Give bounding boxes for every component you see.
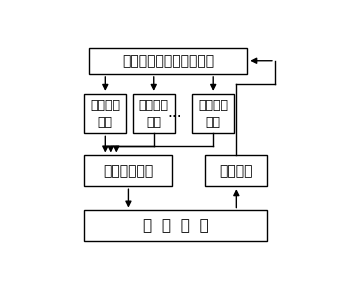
- Bar: [205, 156, 267, 186]
- Text: 升流单元: 升流单元: [219, 164, 253, 178]
- Bar: [89, 47, 247, 74]
- Bar: [84, 210, 267, 241]
- Bar: [84, 94, 126, 133]
- Text: 主  控  平  台: 主 控 平 台: [143, 219, 209, 233]
- Bar: [84, 156, 173, 186]
- Text: 温度感知
单元: 温度感知 单元: [198, 99, 228, 129]
- Bar: [133, 94, 175, 133]
- Bar: [192, 94, 234, 133]
- Text: 电动汽车传导式充电接口: 电动汽车传导式充电接口: [122, 54, 214, 68]
- Text: 温度巡检单元: 温度巡检单元: [103, 164, 154, 178]
- Text: ...: ...: [168, 105, 183, 120]
- Text: 温度感知
单元: 温度感知 单元: [90, 99, 120, 129]
- Text: 温度感知
单元: 温度感知 单元: [139, 99, 169, 129]
